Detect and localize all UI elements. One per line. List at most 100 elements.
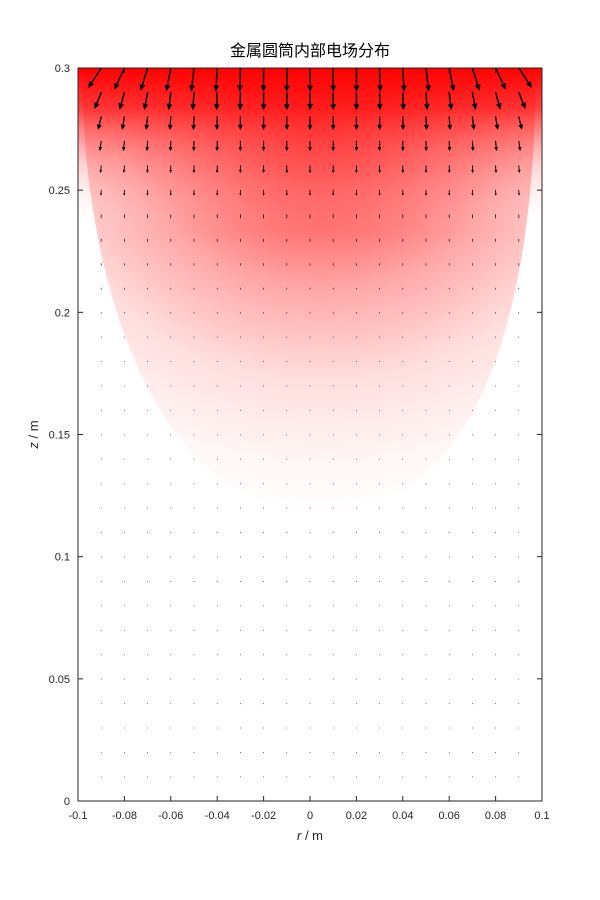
y-tick-label: 0 bbox=[64, 796, 70, 808]
quiver-arrow bbox=[471, 68, 480, 90]
y-tick-label: 0.15 bbox=[49, 430, 70, 442]
quiver-field bbox=[88, 68, 532, 778]
quiver-arrowhead bbox=[94, 102, 100, 109]
quiver-arrowhead bbox=[378, 169, 381, 174]
x-axis: -0.1 -0.08 -0.06 -0.04 -0.02 0 0.02 0.04 0.06 0.0… bbox=[69, 68, 550, 822]
quiver-arrow bbox=[169, 116, 172, 130]
quiver-arrowhead bbox=[331, 169, 335, 174]
quiver-arrow bbox=[97, 116, 102, 129]
quiver-arrowhead bbox=[494, 169, 498, 174]
y-tick-label: 0.25 bbox=[49, 185, 70, 197]
quiver-arrowhead bbox=[213, 103, 220, 111]
quiver-arrowhead bbox=[99, 193, 103, 196]
quiver-arrowhead bbox=[494, 124, 500, 130]
quiver-arrowhead bbox=[189, 84, 195, 92]
quiver-arrowhead bbox=[283, 103, 290, 111]
quiver-arrowhead bbox=[190, 103, 197, 111]
quiver-arrowhead bbox=[354, 146, 359, 152]
x-axis-label: r / m bbox=[297, 828, 323, 843]
quiver-arrowhead bbox=[261, 146, 266, 152]
quiver-arrowhead bbox=[424, 193, 428, 196]
quiver-arrowhead bbox=[447, 124, 453, 131]
quiver-arrowhead bbox=[400, 103, 407, 111]
quiver-arrow bbox=[215, 91, 218, 110]
quiver-arrowhead bbox=[400, 124, 406, 131]
quiver-arrowhead bbox=[401, 146, 405, 152]
quiver-arrow bbox=[495, 140, 498, 151]
x-axis-unit: / m bbox=[301, 828, 323, 843]
quiver-arrowhead bbox=[142, 103, 149, 110]
quiver-arrow bbox=[471, 140, 474, 151]
quiver-arrowhead bbox=[139, 83, 146, 91]
quiver-arrowhead bbox=[401, 169, 405, 174]
quiver-arrowhead bbox=[377, 124, 383, 131]
quiver-arrowhead bbox=[449, 84, 456, 92]
quiver-arrowhead bbox=[166, 103, 173, 111]
quiver-arrowhead bbox=[192, 146, 196, 152]
quiver-arrowhead bbox=[213, 85, 220, 92]
quiver-arrow bbox=[168, 91, 172, 110]
quiver-arrowhead bbox=[520, 102, 526, 109]
quiver-arrow bbox=[425, 91, 428, 110]
quiver-arrowhead bbox=[169, 193, 172, 196]
quiver-arrowhead bbox=[354, 124, 359, 131]
quiver-arrow bbox=[518, 91, 526, 109]
quiver-arrowhead bbox=[424, 169, 428, 174]
quiver-arrowhead bbox=[474, 83, 481, 91]
quiver-arrowhead bbox=[330, 103, 337, 111]
quiver-arrow bbox=[145, 116, 149, 130]
x-tick-label: 0.08 bbox=[485, 810, 506, 822]
x-tick-label: -0.06 bbox=[158, 810, 183, 822]
x-axis-variable: r bbox=[297, 828, 302, 843]
quiver-arrowhead bbox=[239, 169, 242, 174]
quiver-arrowhead bbox=[400, 85, 407, 92]
quiver-arrow bbox=[192, 91, 195, 110]
quiver-arrowhead bbox=[260, 85, 267, 92]
x-tick-label: 0 bbox=[307, 810, 313, 822]
y-tick-label: 0.1 bbox=[55, 552, 70, 564]
quiver-arrowhead bbox=[376, 103, 383, 111]
quiver-arrow bbox=[143, 91, 149, 110]
quiver-arrow bbox=[239, 68, 242, 91]
quiver-arrowhead bbox=[237, 85, 243, 92]
quiver-arrowhead bbox=[332, 193, 335, 196]
quiver-arrowhead bbox=[285, 169, 289, 174]
quiver-arrowhead bbox=[353, 85, 360, 92]
quiver-arrowhead bbox=[471, 193, 474, 196]
quiver-arrowhead bbox=[262, 169, 265, 174]
x-tick-label: 0.04 bbox=[392, 810, 413, 822]
quiver-arrowhead bbox=[283, 85, 290, 92]
quiver-arrowhead bbox=[98, 146, 103, 152]
y-axis-unit: / m bbox=[26, 420, 41, 442]
quiver-arrowhead bbox=[447, 169, 451, 174]
quiver-arrow bbox=[425, 68, 430, 91]
quiver-arrow bbox=[146, 140, 149, 151]
quiver-arrowhead bbox=[308, 169, 312, 174]
quiver-arrowhead bbox=[307, 85, 313, 92]
quiver-arrowhead bbox=[285, 193, 288, 196]
quiver-arrow bbox=[518, 68, 532, 88]
quiver-arrow bbox=[518, 140, 521, 151]
quiver-arrowhead bbox=[423, 103, 430, 111]
quiver-arrowhead bbox=[168, 146, 173, 152]
quiver-arrowhead bbox=[192, 193, 196, 196]
quiver-arrowhead bbox=[262, 193, 265, 196]
quiver-arrowhead bbox=[517, 193, 521, 196]
quiver-arrowhead bbox=[114, 82, 120, 90]
quiver-arrow bbox=[448, 91, 452, 110]
quiver-arrow bbox=[88, 68, 102, 88]
quiver-arrowhead bbox=[401, 193, 404, 196]
quiver-arrow bbox=[402, 91, 405, 110]
quiver-arrowhead bbox=[169, 169, 173, 174]
y-tick-label: 0.05 bbox=[49, 674, 70, 686]
quiver-arrowhead bbox=[471, 103, 478, 110]
y-axis-label: z / m bbox=[26, 420, 41, 449]
quiver-arrowhead bbox=[471, 146, 475, 152]
quiver-arrowhead bbox=[331, 146, 335, 152]
quiver-arrowhead bbox=[120, 124, 126, 130]
quiver-arrowhead bbox=[261, 124, 266, 131]
quiver-arrowhead bbox=[496, 102, 502, 110]
quiver-arrow bbox=[471, 91, 477, 110]
quiver-arrowhead bbox=[215, 169, 219, 174]
